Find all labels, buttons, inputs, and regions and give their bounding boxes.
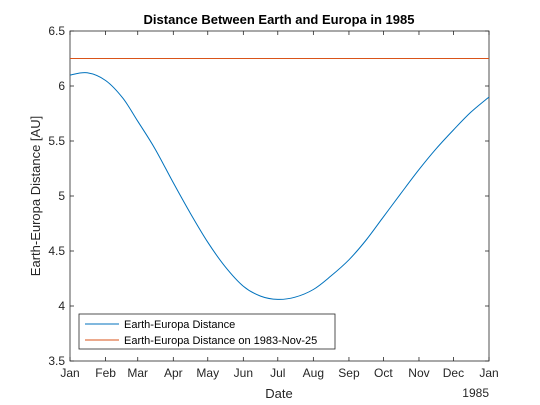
y-tick-label: 5.5: [48, 134, 65, 148]
x-tick-label: Apr: [164, 366, 183, 380]
x-tick-label: Jun: [234, 366, 253, 380]
legend: Earth-Europa Distance Earth-Europa Dista…: [78, 313, 336, 350]
x-tick-label: Dec: [443, 366, 464, 380]
x-tick-label: Jul: [270, 366, 285, 380]
y-axis-ticks: 3.5 4 4.5 5 5.5 6 6.5: [48, 24, 489, 368]
y-tick-label: 4.5: [48, 244, 65, 258]
series-lines: [69, 58, 490, 300]
legend-label-earth-europa-distance-1983: Earth-Europa Distance on 1983-Nov-25: [124, 335, 317, 347]
x-tick-label: Mar: [127, 366, 148, 380]
plot-area: Jan Feb Mar Apr May Jun Jul Aug Sep Oct Nov Dec Jan …: [48, 24, 498, 380]
x-axis-ticks: Jan Feb Mar Apr May Jun Jul Aug Sep Oct Nov Dec Jan: [60, 31, 499, 380]
x-tick-label: Feb: [95, 366, 116, 380]
x-tick-label: Jan: [60, 366, 79, 380]
y-tick-label: 4: [58, 299, 65, 313]
series-line-0: [69, 72, 490, 300]
chart-title: Distance Between Earth and Europa in 198…: [144, 12, 415, 27]
x-axis-year-label: 1985: [462, 386, 489, 400]
x-tick-label: Jan: [479, 366, 498, 380]
x-tick-label: Oct: [374, 366, 393, 380]
y-axis-label: Earth-Europa Distance [AU]: [28, 116, 43, 276]
x-tick-label: Nov: [408, 366, 429, 380]
x-tick-label: Sep: [338, 366, 360, 380]
y-tick-label: 5: [58, 189, 65, 203]
y-tick-label: 3.5: [48, 354, 65, 368]
legend-label-earth-europa-distance: Earth-Europa Distance: [124, 319, 235, 331]
legend-box: [78, 313, 336, 350]
x-axis-label: Date: [265, 386, 292, 401]
x-tick-label: May: [196, 366, 219, 380]
y-tick-label: 6.5: [48, 24, 65, 38]
y-tick-label: 6: [58, 79, 65, 93]
x-tick-label: Aug: [303, 366, 324, 380]
axes-box: [69, 30, 490, 362]
